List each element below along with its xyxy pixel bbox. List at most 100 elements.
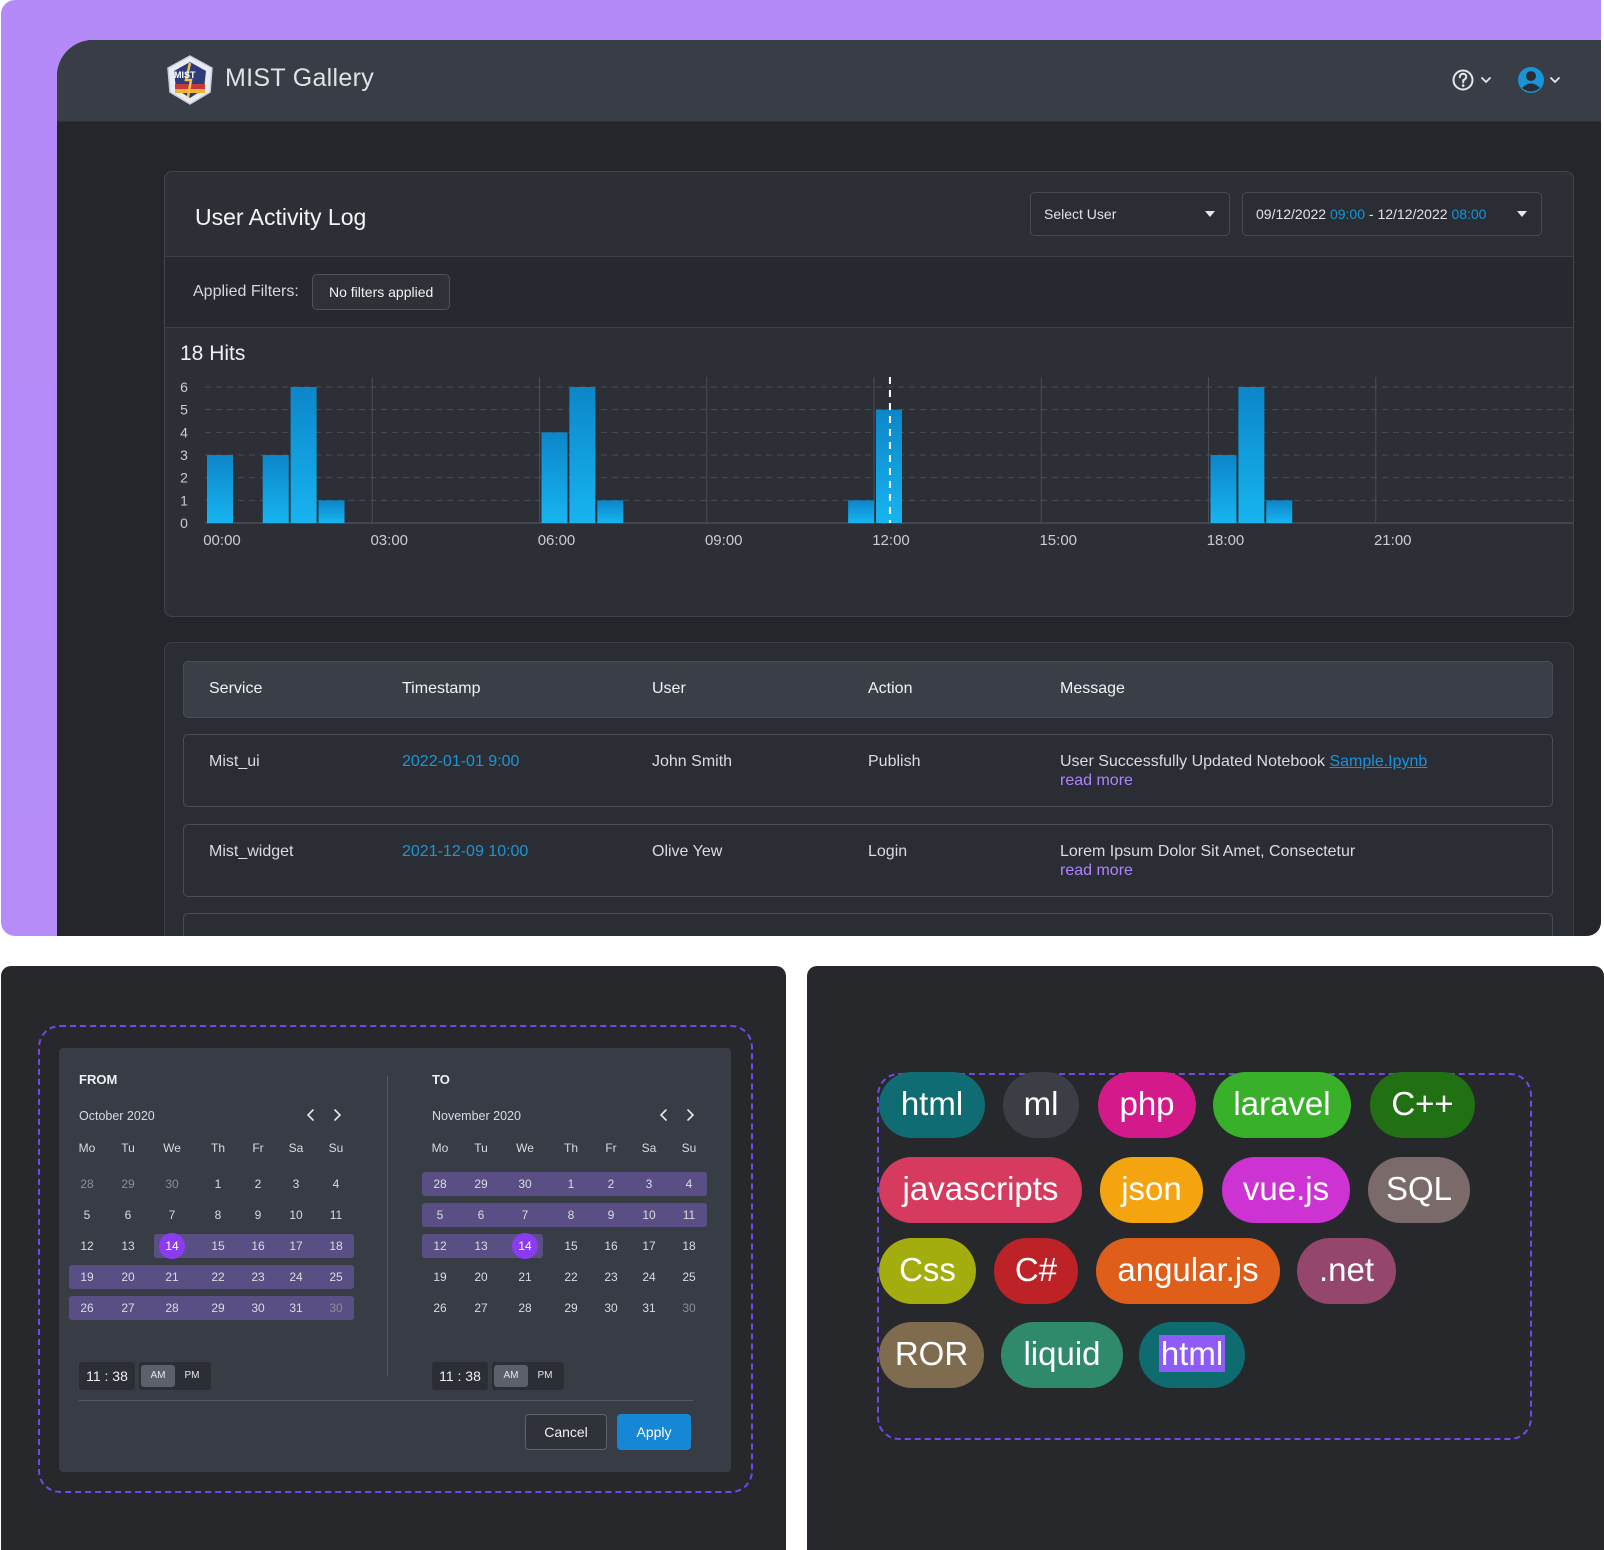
mist-logo[interactable]: MIST [164,54,216,106]
chart-bar[interactable] [1238,387,1265,523]
table-row[interactable]: Mist_ui 2022-01-01 9:00 John Smith Publi… [183,734,1553,807]
tag-chip[interactable]: html [1139,1322,1245,1388]
calendar-day[interactable]: 18 [329,1239,343,1253]
calendar-day[interactable]: 12 [80,1239,94,1253]
calendar-day[interactable]: 27 [474,1301,488,1315]
tag-chip[interactable]: vue.js [1222,1157,1350,1223]
tag-chip[interactable]: liquid [1001,1322,1123,1388]
calendar-day[interactable]: 11 [682,1208,696,1222]
calendar-day[interactable]: 24 [289,1270,303,1284]
calendar-day[interactable]: 22 [564,1270,578,1284]
table-row[interactable]: Mist_widget 2021-12-09 10:00 Olive Yew L… [183,824,1553,897]
calendar-day[interactable]: 4 [685,1177,693,1191]
tag-chip[interactable]: SQL [1368,1157,1470,1223]
header-timestamp[interactable]: Timestamp [402,680,481,697]
header-user[interactable]: User [652,680,686,697]
tag-chip[interactable]: json [1100,1157,1203,1223]
calendar-day[interactable]: 31 [289,1301,303,1315]
calendar-day[interactable]: 30 [165,1177,179,1191]
pm-option[interactable]: PM [184,1370,200,1381]
calendar-day[interactable]: 25 [682,1270,696,1284]
tag-chip[interactable]: angular.js [1096,1238,1280,1304]
chevron-right-icon[interactable] [680,1105,700,1125]
table-row[interactable] [183,913,1553,936]
calendar-day[interactable]: 29 [211,1301,225,1315]
calendar-day[interactable]: 10 [289,1208,303,1222]
help-icon[interactable] [1449,66,1495,94]
calendar-day[interactable]: 20 [121,1270,135,1284]
chart-bar[interactable] [848,500,875,523]
calendar-day[interactable]: 20 [474,1270,488,1284]
chart-bar[interactable] [318,500,345,523]
calendar-day[interactable]: 3 [292,1177,300,1191]
select-user-dropdown[interactable]: Select User [1030,192,1230,236]
calendar-day[interactable]: 2 [254,1177,262,1191]
calendar-day[interactable]: 26 [80,1301,94,1315]
calendar-day[interactable]: 22 [211,1270,225,1284]
calendar-day[interactable]: 14 [165,1239,179,1253]
tag-chip[interactable]: C++ [1370,1072,1475,1138]
tag-chip[interactable]: Css [879,1238,976,1304]
calendar-day[interactable]: 16 [251,1239,265,1253]
chart-bar[interactable] [290,387,317,523]
chart-bar[interactable] [207,455,233,523]
calendar-day[interactable]: 18 [682,1239,696,1253]
calendar-day[interactable]: 13 [121,1239,135,1253]
header-service[interactable]: Service [209,680,263,697]
chart-bar[interactable] [569,387,596,523]
user-avatar-icon[interactable] [1515,62,1563,98]
calendar-day[interactable]: 29 [474,1177,488,1191]
am-option[interactable]: AM [494,1365,528,1387]
calendar-day[interactable]: 4 [332,1177,340,1191]
calendar-day[interactable]: 1 [214,1177,222,1191]
tag-chip[interactable]: ROR [879,1322,984,1388]
time-value[interactable]: 11 : 38 [79,1362,135,1390]
read-more-link[interactable]: read more [1060,862,1133,879]
chart-bar[interactable] [541,432,568,523]
tag-chip[interactable]: html [879,1072,985,1138]
calendar-day[interactable]: 29 [564,1301,578,1315]
calendar-day[interactable]: 8 [567,1208,575,1222]
chevron-left-icon[interactable] [654,1105,674,1125]
notebook-link[interactable]: Sample.Ipynb [1329,753,1428,770]
calendar-day[interactable]: 9 [254,1208,262,1222]
calendar-day[interactable]: 7 [168,1208,176,1222]
calendar-day[interactable]: 5 [83,1208,91,1222]
calendar-day[interactable]: 10 [642,1208,656,1222]
calendar-day[interactable]: 30 [604,1301,618,1315]
calendar-day[interactable]: 28 [433,1177,447,1191]
calendar-day[interactable]: 30 [518,1177,532,1191]
calendar-day[interactable]: 31 [642,1301,656,1315]
calendar-day[interactable]: 26 [433,1301,447,1315]
tag-chip[interactable]: ml [1003,1072,1079,1138]
calendar-day[interactable]: 19 [433,1270,447,1284]
calendar-day[interactable]: 8 [214,1208,222,1222]
calendar-day[interactable]: 19 [80,1270,94,1284]
calendar-day[interactable]: 30 [682,1301,696,1315]
chart-bar[interactable] [597,500,624,523]
tag-chip[interactable]: javascripts [879,1157,1082,1223]
calendar-day[interactable]: 21 [165,1270,179,1284]
calendar-day[interactable]: 24 [642,1270,656,1284]
apply-button[interactable]: Apply [617,1414,691,1450]
filters-chip[interactable]: No filters applied [312,274,451,310]
pm-option[interactable]: PM [537,1370,553,1381]
calendar-day[interactable]: 2 [607,1177,615,1191]
calendar-day[interactable]: 9 [607,1208,615,1222]
calendar-day[interactable]: 14 [518,1239,532,1253]
calendar-day[interactable]: 3 [645,1177,653,1191]
cell-timestamp[interactable]: 2022-01-01 9:00 [402,753,520,770]
calendar-day[interactable]: 1 [567,1177,575,1191]
calendar-day[interactable]: 28 [518,1301,532,1315]
chart-bar[interactable] [262,455,289,523]
calendar-day[interactable]: 15 [564,1239,578,1253]
calendar-day[interactable]: 29 [121,1177,135,1191]
calendar-day[interactable]: 13 [474,1239,488,1253]
time-value[interactable]: 11 : 38 [432,1362,488,1390]
calendar-day[interactable]: 30 [251,1301,265,1315]
tag-chip[interactable]: php [1098,1072,1196,1138]
calendar-day[interactable]: 17 [642,1239,656,1253]
calendar-day[interactable]: 15 [211,1239,225,1253]
cell-timestamp[interactable]: 2021-12-09 10:00 [402,843,529,860]
calendar-day[interactable]: 17 [289,1239,303,1253]
